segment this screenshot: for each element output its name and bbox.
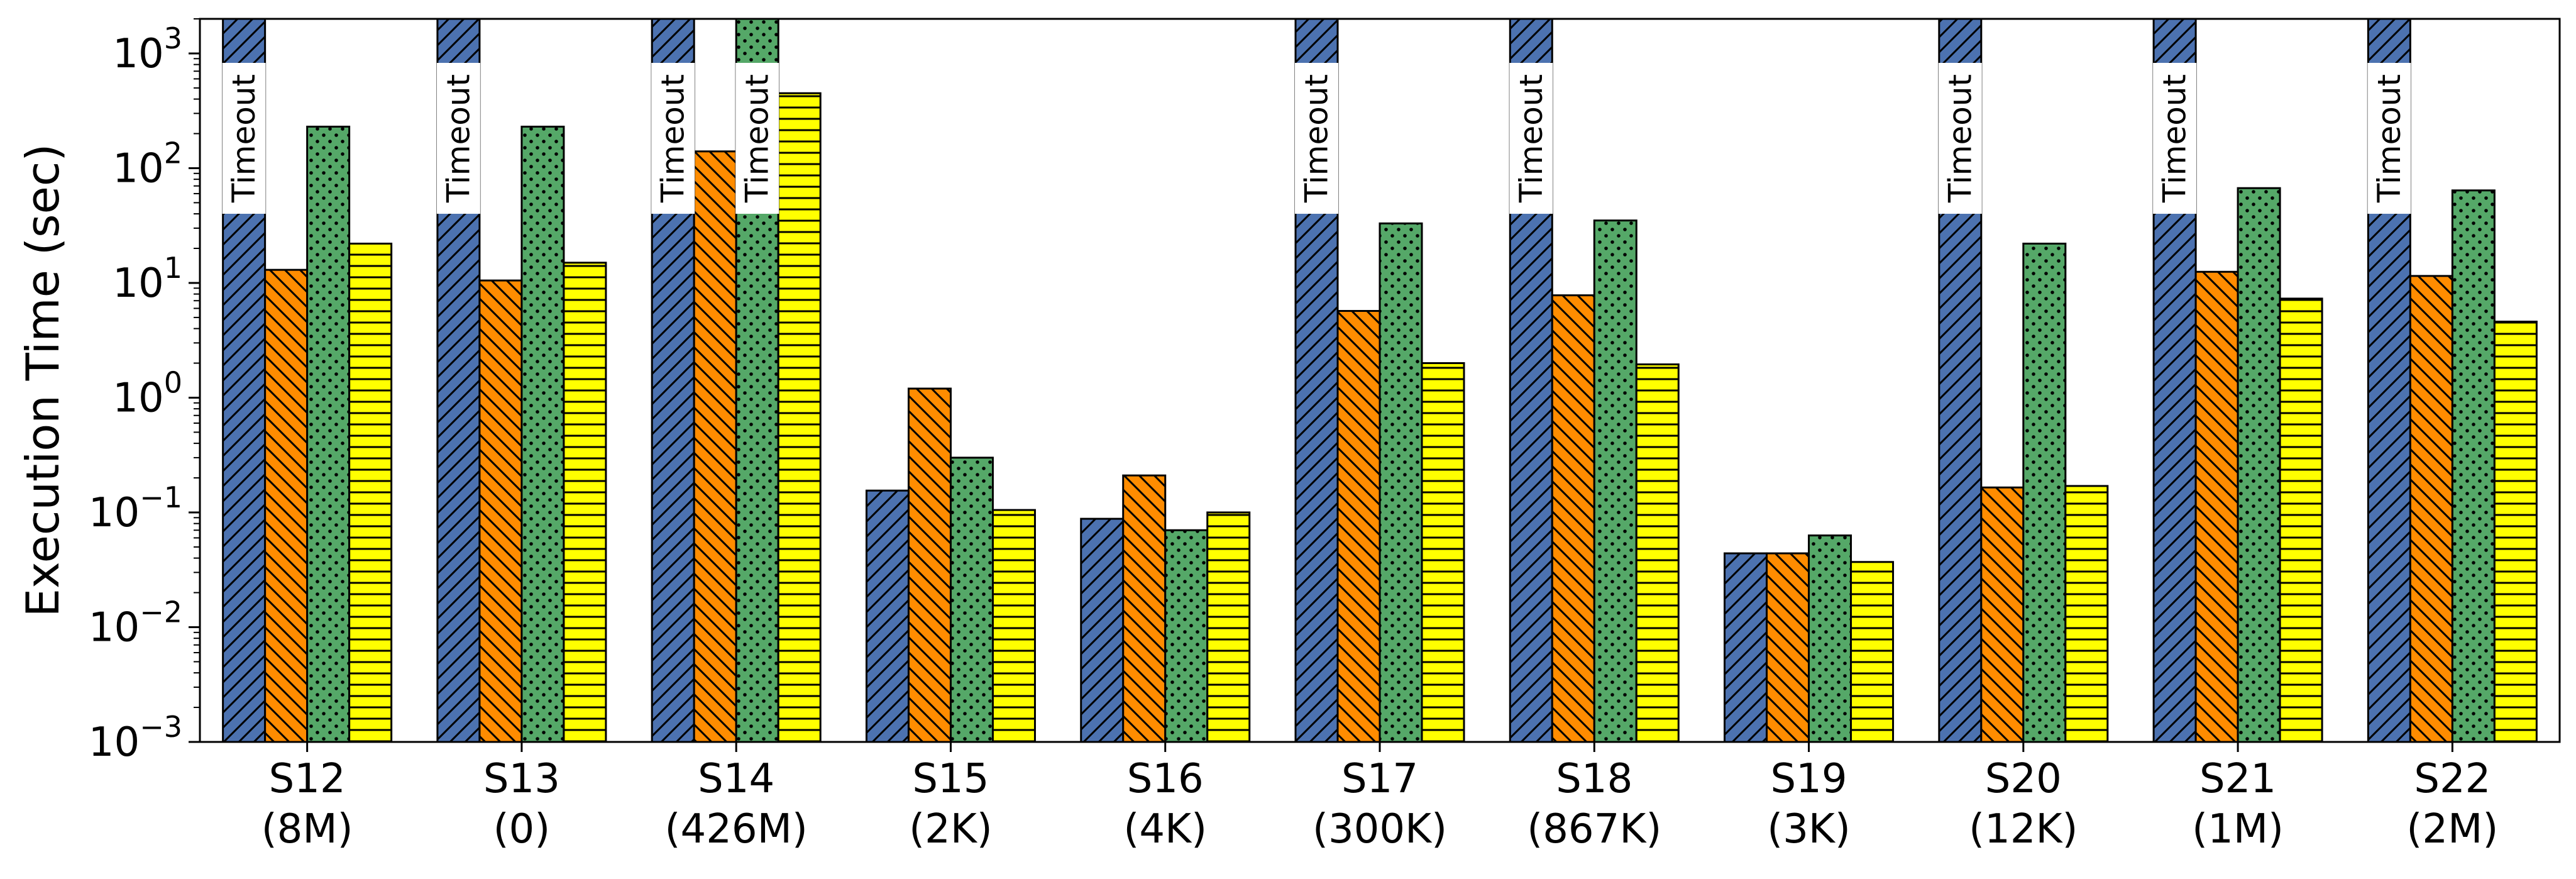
x-tick-label: S17	[1341, 756, 1418, 802]
bar-S12-series-2	[264, 268, 309, 743]
x-tick-label: S13	[483, 756, 560, 802]
timeout-label: Timeout	[1299, 74, 1335, 203]
bar-S17-series-4	[1421, 362, 1465, 743]
timeout-box	[1938, 63, 1982, 214]
bar-S19-series-2	[1766, 552, 1810, 743]
bar-S21-series-2	[2194, 270, 2239, 743]
bar-S20-series-4	[2064, 485, 2109, 743]
timeout-label: Timeout	[2157, 74, 2193, 203]
bar-S18-series-4	[1635, 363, 1680, 743]
bar-S13-series-4	[563, 262, 607, 743]
x-tick-sublabel: (8M)	[261, 806, 353, 853]
bar-S20-series-3	[2022, 242, 2067, 743]
timeout-label: Timeout	[1513, 74, 1549, 203]
bar-S13-series-2	[478, 279, 523, 743]
bar-S12-series-3	[306, 125, 351, 743]
plot-frame	[199, 18, 2561, 743]
bar-S16-series-4	[1206, 511, 1251, 743]
y-tick-label: 102	[113, 136, 182, 192]
timeout-box	[651, 63, 695, 214]
x-tick-sublabel: (12K)	[1969, 806, 2078, 853]
x-tick-sublabel: (867K)	[1527, 806, 1661, 853]
x-tick-label: S12	[269, 756, 346, 802]
y-tick-label: 10−3	[89, 710, 182, 766]
bar-S19-series-1	[1724, 552, 1768, 743]
bar-S17-series-3	[1379, 222, 1423, 743]
timeout-label: Timeout	[739, 74, 776, 203]
bar-S19-series-3	[1808, 534, 1852, 743]
x-tick-label: S16	[1127, 756, 1204, 802]
axes: S12(8M)S13(0)S14(426M)S15(2K)S16(4K)S17(…	[89, 18, 2561, 853]
timeout-box	[735, 63, 779, 214]
x-tick-label: S15	[912, 756, 989, 802]
timeout-label: Timeout	[1942, 74, 1978, 203]
bar-S22-series-2	[2409, 275, 2453, 743]
x-tick-sublabel: (2M)	[2406, 806, 2498, 853]
x-tick-sublabel: (426M)	[665, 806, 808, 853]
bar-S16-series-2	[1122, 474, 1167, 743]
timeout-box	[1295, 63, 1338, 214]
x-tick-label: S18	[1556, 756, 1632, 802]
bar-S13-series-3	[520, 125, 565, 743]
x-tick-label: S14	[698, 756, 774, 802]
x-tick-sublabel: (3K)	[1767, 806, 1851, 853]
bar-S15-series-2	[907, 387, 952, 743]
x-tick-label: S22	[2414, 756, 2491, 802]
bar-S19-series-4	[1850, 561, 1895, 743]
bar-S14-series-4	[777, 92, 822, 743]
timeout-box	[222, 63, 266, 214]
bar-S18-series-2	[1551, 294, 1595, 743]
y-tick-label: 103	[113, 21, 182, 77]
x-tick-sublabel: (300K)	[1313, 806, 1447, 853]
timeout-box	[436, 63, 480, 214]
x-tick-sublabel: (1M)	[2192, 806, 2284, 853]
y-tick-label: 10−1	[89, 480, 182, 536]
timeout-label: Timeout	[655, 74, 691, 203]
bar-S18-series-3	[1593, 219, 1638, 743]
bar-S12-series-4	[348, 242, 393, 743]
bar-S16-series-3	[1164, 529, 1209, 743]
bar-S14-series-2	[693, 150, 737, 743]
bar-S16-series-1	[1080, 517, 1125, 743]
x-tick-sublabel: (0)	[493, 806, 551, 853]
bar-S21-series-4	[2279, 297, 2323, 743]
timeout-box	[1509, 63, 1553, 214]
timeout-label: Timeout	[226, 74, 262, 203]
bar-S22-series-3	[2451, 189, 2496, 743]
timeout-labels: Timeout Timeout Timeout Timeout Timeout Timeo…	[222, 63, 2411, 214]
timeout-box	[2153, 63, 2197, 214]
timeout-label: Timeout	[2371, 74, 2408, 203]
bar-S21-series-3	[2237, 187, 2281, 743]
x-tick-label: S20	[1985, 756, 2062, 802]
y-tick-label: 100	[113, 365, 182, 421]
bar-S22-series-4	[2493, 321, 2538, 743]
x-tick-sublabel: (4K)	[1123, 806, 1207, 853]
x-tick-label: S19	[1771, 756, 1847, 802]
bar-S15-series-1	[865, 489, 910, 743]
bar-S20-series-2	[1980, 486, 2025, 743]
x-tick-label: S21	[2199, 756, 2276, 802]
y-tick-label: 101	[113, 251, 182, 307]
y-tick-label: 10−2	[89, 595, 182, 651]
y-axis-title: Execution Time (sec)	[16, 144, 69, 617]
bar-S15-series-4	[991, 509, 1036, 743]
timeout-box	[2367, 63, 2411, 214]
bar-S15-series-3	[949, 456, 994, 743]
timeout-label: Timeout	[440, 74, 476, 203]
bar-S17-series-2	[1336, 310, 1381, 743]
x-tick-sublabel: (2K)	[909, 806, 993, 853]
